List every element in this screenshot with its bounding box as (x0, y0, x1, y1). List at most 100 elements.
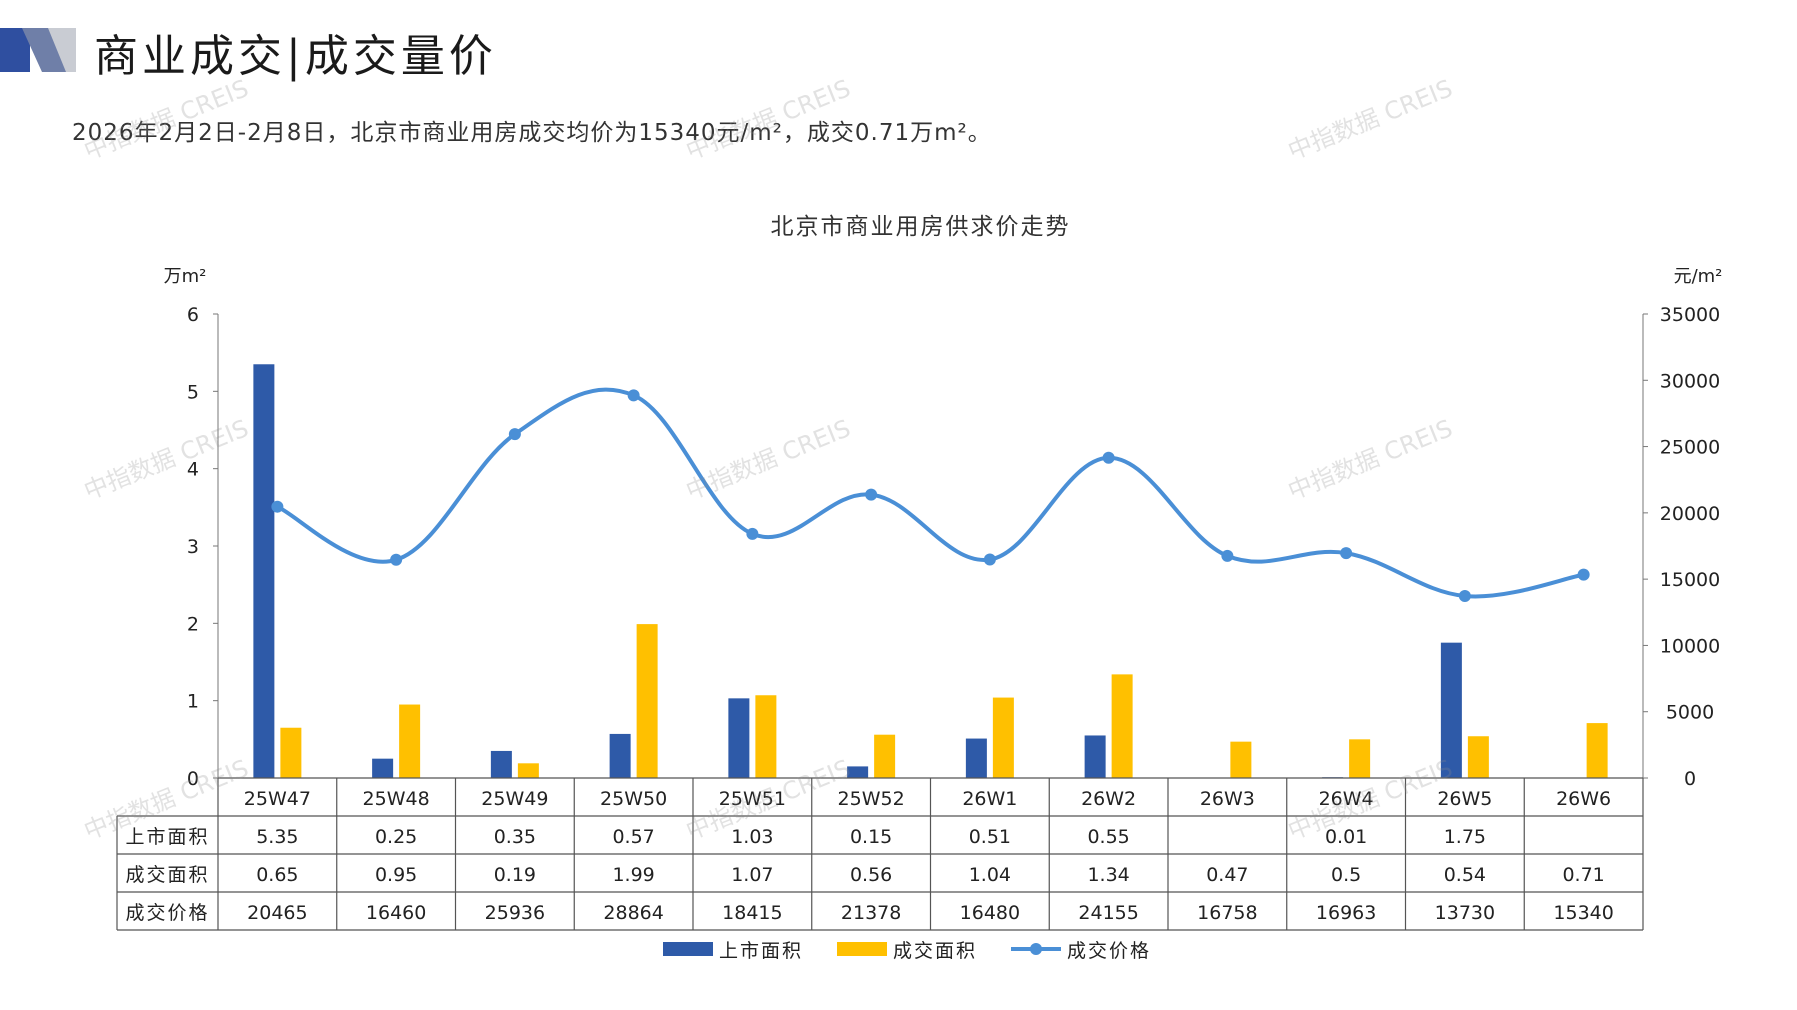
bar-listed-area (728, 698, 750, 778)
logo-shape-light (48, 28, 76, 72)
table-cell-value: 25936 (485, 902, 545, 924)
table-cell-value: 1.99 (612, 864, 654, 886)
table-row-header: 上市面积 (125, 826, 209, 848)
left-tick-label: 1 (187, 691, 199, 713)
table-cell-value: 0.35 (494, 826, 536, 848)
legend-label: 上市面积 (719, 940, 803, 962)
x-category-label: 26W2 (1081, 788, 1136, 810)
x-category-label: 26W1 (962, 788, 1017, 810)
price-point (1577, 568, 1590, 581)
bar-listed-area (609, 733, 631, 778)
bar-transaction-area (1586, 723, 1608, 778)
bar-transaction-area (1349, 739, 1371, 778)
table-cell-value: 28864 (603, 902, 663, 924)
table-cell-value: 16460 (366, 902, 426, 924)
left-tick-label: 3 (187, 536, 199, 558)
bar-transaction-area (874, 734, 896, 778)
table-cell-value: 0.19 (494, 864, 536, 886)
x-category-label: 25W49 (481, 788, 548, 810)
right-axis-unit: 元/m² (1674, 266, 1723, 287)
price-point (390, 553, 403, 566)
table-cell-value: 20465 (247, 902, 307, 924)
price-point (1340, 547, 1353, 560)
table-cell-value: 1.75 (1444, 826, 1486, 848)
right-tick-label: 35000 (1660, 304, 1720, 326)
page-subtitle: 2026年2月2日-2月8日，北京市商业用房成交均价为15340元/m²，成交0… (72, 120, 992, 146)
x-category-label: 26W6 (1556, 788, 1611, 810)
table-cell-value: 0.51 (969, 826, 1011, 848)
x-category-label: 25W50 (600, 788, 667, 810)
x-category-label: 26W4 (1319, 788, 1374, 810)
right-tick-label: 25000 (1660, 437, 1720, 459)
left-axis-unit: 万m² (164, 266, 207, 287)
left-tick-label: 5 (187, 381, 199, 403)
table-cell-value: 0.95 (375, 864, 417, 886)
price-point (746, 527, 759, 540)
table-row-header: 成交价格 (125, 902, 209, 924)
legend-swatch (837, 942, 887, 956)
table-cell-value: 0.71 (1562, 864, 1604, 886)
left-tick-label: 0 (187, 768, 199, 790)
price-point (983, 553, 996, 566)
bar-transaction-area (1467, 736, 1489, 778)
table-cell-value: 0.54 (1444, 864, 1486, 886)
legend-swatch-marker (1030, 943, 1042, 955)
bar-transaction-area (517, 763, 539, 778)
table-cell-value: 0.47 (1206, 864, 1248, 886)
chart-title: 北京市商业用房供求价走势 (771, 214, 1071, 240)
table-cell-value: 24155 (1078, 902, 1138, 924)
bar-transaction-area (992, 697, 1014, 778)
table-cell-value: 1.04 (969, 864, 1011, 886)
x-category-label: 25W48 (363, 788, 430, 810)
table-cell-value: 21378 (841, 902, 901, 924)
table-cell-value: 1.07 (731, 864, 773, 886)
bar-listed-area (1440, 642, 1462, 778)
table-cell-value: 5.35 (256, 826, 298, 848)
bar-transaction-area (755, 695, 777, 778)
bar-listed-area (253, 364, 275, 778)
bar-listed-area (372, 758, 394, 778)
bar-listed-area (965, 738, 987, 778)
price-point (627, 389, 640, 402)
table-cell-value: 16963 (1316, 902, 1376, 924)
x-category-label: 26W5 (1437, 788, 1492, 810)
right-tick-label: 5000 (1666, 702, 1714, 724)
table-cell-value: 0.65 (256, 864, 298, 886)
price-point (508, 428, 521, 441)
right-tick-label: 15000 (1660, 569, 1720, 591)
logo-shape-dark (0, 28, 30, 72)
table-cell-value: 0.15 (850, 826, 892, 848)
bar-transaction-area (280, 727, 302, 778)
left-tick-label: 6 (187, 304, 199, 326)
bar-listed-area (847, 766, 869, 778)
x-category-label: 25W47 (244, 788, 311, 810)
price-point (1102, 451, 1115, 464)
table-cell-value: 0.56 (850, 864, 892, 886)
logo-shape-mid (22, 28, 72, 72)
bar-transaction-area (636, 624, 658, 778)
table-cell-value: 0.25 (375, 826, 417, 848)
table-cell-value: 16758 (1197, 902, 1257, 924)
right-tick-label: 0 (1684, 768, 1696, 790)
page-title: 商业成交|成交量价 (94, 31, 497, 82)
right-tick-label: 30000 (1660, 370, 1720, 392)
table-cell-value: 16480 (960, 902, 1020, 924)
x-category-label: 25W52 (838, 788, 905, 810)
table-row-header: 成交面积 (125, 864, 209, 886)
bar-transaction-area (399, 704, 421, 778)
bar-transaction-area (1111, 674, 1133, 778)
price-line (276, 387, 1584, 599)
left-tick-label: 2 (187, 613, 199, 635)
table-cell-value: 0.55 (1087, 826, 1129, 848)
x-category-label: 25W51 (719, 788, 786, 810)
right-tick-label: 20000 (1660, 503, 1720, 525)
table-cell-value: 15340 (1553, 902, 1613, 924)
legend-swatch (663, 942, 713, 956)
bar-listed-area (490, 750, 512, 778)
table-cell-value: 18415 (722, 902, 782, 924)
table-cell-value: 0.5 (1331, 864, 1361, 886)
table-cell-value: 0.01 (1325, 826, 1367, 848)
legend-label: 成交价格 (1067, 940, 1151, 962)
legend-label: 成交面积 (893, 940, 977, 962)
